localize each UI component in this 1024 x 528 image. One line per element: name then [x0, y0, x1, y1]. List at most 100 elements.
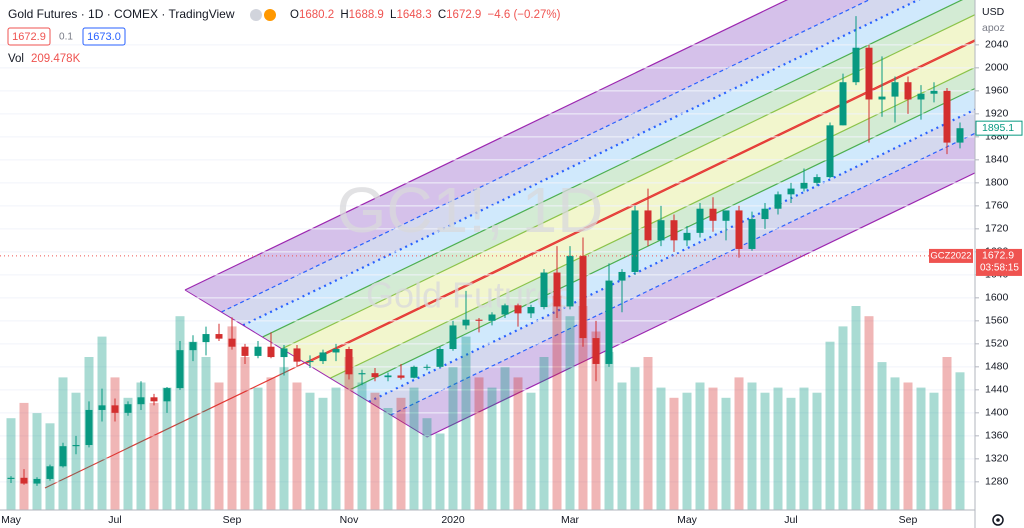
y-tick-label: 1480 [985, 361, 1009, 373]
candle-body [800, 182, 808, 189]
candle-body [891, 82, 899, 97]
candle-body [579, 255, 587, 339]
pitchfork-median [44, 39, 975, 489]
pitchfork-line [368, 108, 975, 403]
settings-gear-center[interactable] [996, 518, 1000, 522]
scale-mode[interactable]: apoz [982, 22, 1005, 34]
x-tick-label: May [1, 514, 22, 526]
candle-body [644, 210, 652, 241]
volume-bar [136, 382, 146, 510]
candle-body [202, 334, 210, 343]
y-tick-label: 1520 [985, 338, 1009, 350]
candle-body [20, 477, 28, 484]
volume-bar [474, 377, 484, 510]
buy-box[interactable] [82, 27, 126, 46]
candle-body [852, 47, 860, 83]
candle-body [111, 405, 119, 413]
ohlc-key: O [290, 9, 299, 21]
candles [0, 16, 975, 486]
y-tick-label: 1960 [985, 85, 1009, 97]
candle-body [280, 348, 288, 358]
candle-body [293, 348, 301, 362]
volume-bar [500, 367, 510, 510]
volume-bar [539, 357, 549, 510]
candle-body [163, 388, 171, 402]
candle-body [657, 220, 665, 241]
volume-bar [513, 377, 523, 510]
volume-bar [786, 397, 796, 510]
sell-price[interactable]: 1672.9 [12, 31, 46, 43]
price-tag-text: 1672.9 [982, 250, 1014, 262]
candle-body [254, 346, 262, 356]
volume-bar [760, 392, 770, 510]
currency[interactable]: USD [982, 6, 1005, 18]
volume-bar [812, 392, 822, 510]
candle-body [137, 397, 145, 405]
y-tick-label: 1400 [985, 407, 1009, 419]
watermark-name: Gold Futures [366, 275, 574, 316]
ohlc-key: L [390, 9, 397, 21]
candle-body [618, 271, 626, 281]
volume-bar [526, 392, 536, 510]
ohlc-value: 1688.9 [349, 9, 384, 21]
candle-body [267, 346, 275, 358]
candle-body [228, 338, 236, 347]
candle-body [865, 47, 873, 100]
volume-bar [279, 367, 289, 510]
candle-body [813, 177, 821, 183]
settings-icon[interactable] [992, 514, 1004, 526]
pitchfork-band [349, 88, 975, 402]
volume-bar [747, 382, 757, 510]
pitchfork-band [221, 0, 918, 326]
volume-bar [292, 382, 302, 510]
x-tick-label: Nov [340, 514, 359, 526]
candle-body [878, 96, 886, 100]
candle-body [527, 307, 535, 314]
candle-body [956, 128, 964, 143]
status-icon [264, 9, 276, 21]
candle-body [124, 404, 132, 413]
volume-bar [175, 316, 185, 510]
ohlc-value: 1680.2 [299, 9, 334, 21]
volume-bar [123, 397, 133, 510]
volume-bar [331, 387, 341, 510]
ohlc-key: C [438, 9, 446, 21]
x-tick-label: May [677, 514, 698, 526]
volume-bar [487, 387, 497, 510]
candle-body [33, 478, 41, 484]
candle-body [410, 366, 418, 378]
buy-price[interactable]: 1673.0 [87, 31, 121, 43]
x-tick-label: 2020 [441, 514, 465, 526]
candle-body [683, 232, 691, 241]
volume-bar [32, 413, 42, 510]
volume-bar [318, 397, 328, 510]
y-tick-label: 1760 [985, 200, 1009, 212]
candle-body [384, 375, 392, 378]
symbol-tag [929, 248, 973, 263]
candle-body [397, 375, 405, 378]
volume-bar [552, 295, 562, 510]
y-tick-label: 2040 [985, 39, 1009, 51]
grid [0, 44, 975, 483]
candle-body [306, 361, 314, 363]
y-tick-label: 1920 [985, 108, 1009, 120]
symbol-title: Gold Futures · 1D · COMEX · TradingView [8, 7, 235, 21]
status-icon [250, 9, 262, 21]
volume-bar [721, 397, 731, 510]
ohlc-value: 1648.3 [396, 9, 431, 21]
volume-bar [188, 341, 198, 510]
volume-bar [851, 306, 861, 510]
time-axis [0, 510, 975, 528]
pitchfork-line [329, 66, 975, 379]
volume-bar [396, 397, 406, 510]
ohlc-value: 1672.9 [446, 9, 481, 21]
candle-body [332, 349, 340, 353]
volume-bar [227, 326, 237, 510]
candle-body [761, 208, 769, 220]
volume-bar [383, 408, 393, 510]
y-tick-label: 1600 [985, 292, 1009, 304]
candle-body [631, 210, 639, 272]
sell-box[interactable] [7, 27, 51, 46]
pitchfork-band [281, 14, 975, 364]
settings-gear[interactable] [992, 514, 1004, 526]
